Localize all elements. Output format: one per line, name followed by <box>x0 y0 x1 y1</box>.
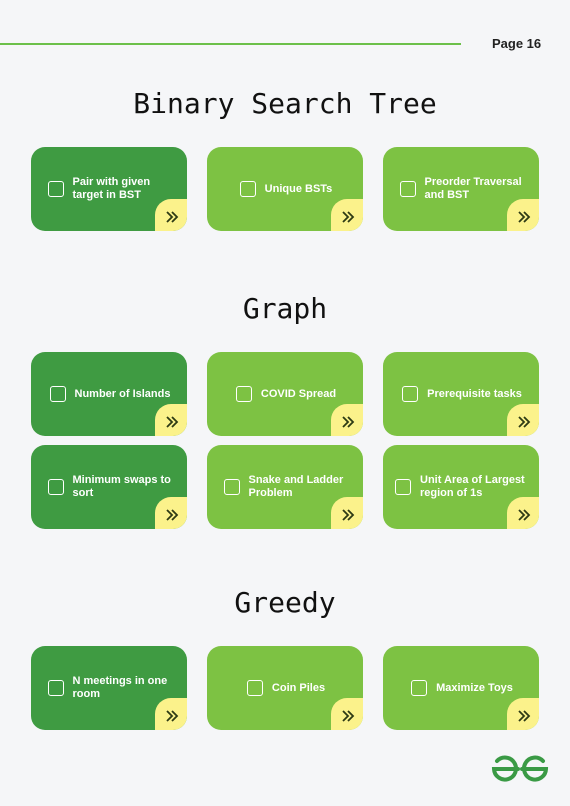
card-coin-piles[interactable]: Coin Piles <box>207 646 363 730</box>
double-chevron-right-icon[interactable] <box>331 497 363 529</box>
card-n-meetings[interactable]: N meetings in one room <box>31 646 187 730</box>
card-label: Pair with given target in BST <box>72 176 151 201</box>
double-chevron-right-icon[interactable] <box>155 199 187 231</box>
gfg-logo[interactable] <box>490 754 550 789</box>
card-preorder-traversal[interactable]: Preorder Traversal and BST <box>383 147 539 231</box>
card-label: Minimum swaps to sort <box>72 474 171 499</box>
card-label: Snake and Ladder Problem <box>248 474 344 499</box>
checkbox-icon[interactable] <box>395 479 411 495</box>
checkbox-icon[interactable] <box>47 479 64 495</box>
checkbox-icon[interactable] <box>402 386 419 402</box>
double-chevron-right-icon[interactable] <box>331 404 363 436</box>
double-chevron-right-icon[interactable] <box>507 698 539 730</box>
card-unit-area-largest-region[interactable]: Unit Area of Largest region of 1s <box>383 445 539 529</box>
double-chevron-right-icon[interactable] <box>331 199 363 231</box>
card-label: Unit Area of Largest region of 1s <box>420 474 525 499</box>
card-label: N meetings in one room <box>72 675 168 700</box>
checkbox-icon[interactable] <box>49 386 66 402</box>
section-title-graph: Graph <box>242 292 328 325</box>
double-chevron-right-icon[interactable] <box>507 497 539 529</box>
double-chevron-right-icon[interactable] <box>331 698 363 730</box>
card-covid-spread[interactable]: COVID Spread <box>207 352 363 436</box>
card-label: Preorder Traversal and BST <box>424 176 522 201</box>
card-maximize-toys[interactable]: Maximize Toys <box>383 646 539 730</box>
page-number: Page 16 <box>492 36 542 51</box>
checkbox-icon[interactable] <box>235 386 252 402</box>
card-snake-and-ladder[interactable]: Snake and Ladder Problem <box>207 445 363 529</box>
card-pair-with-given-target[interactable]: Pair with given target in BST <box>31 147 187 231</box>
checkbox-icon[interactable] <box>239 181 256 197</box>
card-minimum-swaps[interactable]: Minimum swaps to sort <box>31 445 187 529</box>
card-label: Coin Piles <box>271 681 326 694</box>
checkbox-icon[interactable] <box>411 680 428 696</box>
card-label: COVID Spread <box>260 387 337 400</box>
double-chevron-right-icon[interactable] <box>507 404 539 436</box>
card-label: Number of Islands <box>74 387 171 400</box>
checkbox-icon[interactable] <box>246 680 263 696</box>
header-rule <box>0 43 461 45</box>
checkbox-icon[interactable] <box>399 181 416 197</box>
card-label: Maximize Toys <box>436 681 513 694</box>
double-chevron-right-icon[interactable] <box>507 199 539 231</box>
checkbox-icon[interactable] <box>223 479 240 495</box>
double-chevron-right-icon[interactable] <box>155 698 187 730</box>
section-title-greedy: Greedy <box>234 586 336 619</box>
card-number-of-islands[interactable]: Number of Islands <box>31 352 187 436</box>
checkbox-icon[interactable] <box>47 680 64 696</box>
checkbox-icon[interactable] <box>47 181 64 197</box>
card-unique-bsts[interactable]: Unique BSTs <box>207 147 363 231</box>
section-title-bst: Binary Search Tree <box>133 87 437 120</box>
card-label: Prerequisite tasks <box>427 387 522 400</box>
double-chevron-right-icon[interactable] <box>155 404 187 436</box>
double-chevron-right-icon[interactable] <box>155 497 187 529</box>
card-prerequisite-tasks[interactable]: Prerequisite tasks <box>383 352 539 436</box>
card-label: Unique BSTs <box>264 182 333 195</box>
